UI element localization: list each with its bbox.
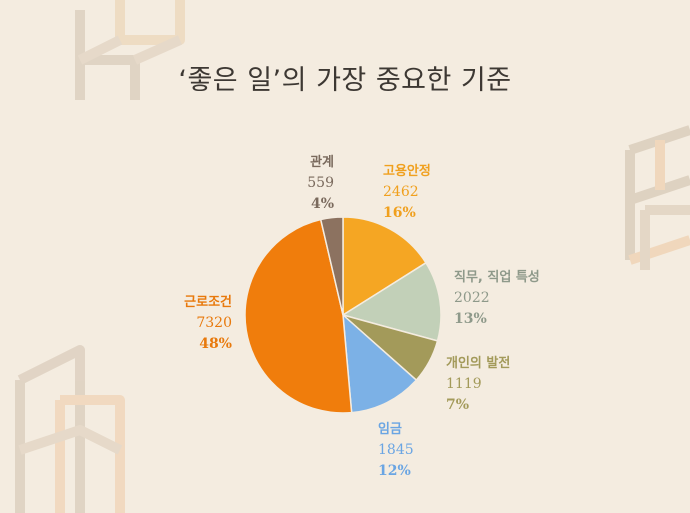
slice-label-value: 7320 <box>196 315 232 331</box>
pie-slice-0 <box>342 216 427 317</box>
slice-label-value: 2462 <box>383 184 419 200</box>
label-personal-development: 개인의 발전 1119 7% <box>446 353 510 416</box>
pie-slice-4 <box>244 218 353 414</box>
slice-label-percent: 48% <box>199 336 232 352</box>
pie-slice-3 <box>342 313 418 414</box>
slice-label-value: 1845 <box>378 442 414 458</box>
slice-label-value: 559 <box>307 175 334 191</box>
slice-label-name: 임금 <box>378 422 402 437</box>
label-working-conditions: 근로조건 7320 48% <box>166 292 232 355</box>
slice-label-name: 고용안정 <box>383 164 431 179</box>
pie-slice-5 <box>319 216 344 316</box>
slice-label-name: 관계 <box>310 155 334 170</box>
label-employment-stability: 고용안정 2462 16% <box>383 161 431 224</box>
slice-label-value: 1119 <box>446 376 482 392</box>
label-relationships: 관계 559 4% <box>292 152 334 215</box>
slice-label-value: 2022 <box>454 290 490 306</box>
slice-label-percent: 4% <box>310 196 334 212</box>
slice-label-name: 개인의 발전 <box>446 356 511 371</box>
slice-label-percent: 12% <box>378 463 411 479</box>
label-job-characteristics: 직무, 직업 특성 2022 13% <box>454 267 540 330</box>
slice-label-percent: 7% <box>446 397 470 413</box>
chart-title: ‘좋은 일’의 가장 중요한 기준 <box>178 65 512 96</box>
slice-label-percent: 13% <box>454 311 487 327</box>
slice-label-name: 직무, 직업 특성 <box>454 270 540 285</box>
slice-label-percent: 16% <box>383 205 416 221</box>
label-wage: 임금 1845 12% <box>378 419 414 482</box>
slice-label-name: 근로조건 <box>184 295 232 310</box>
